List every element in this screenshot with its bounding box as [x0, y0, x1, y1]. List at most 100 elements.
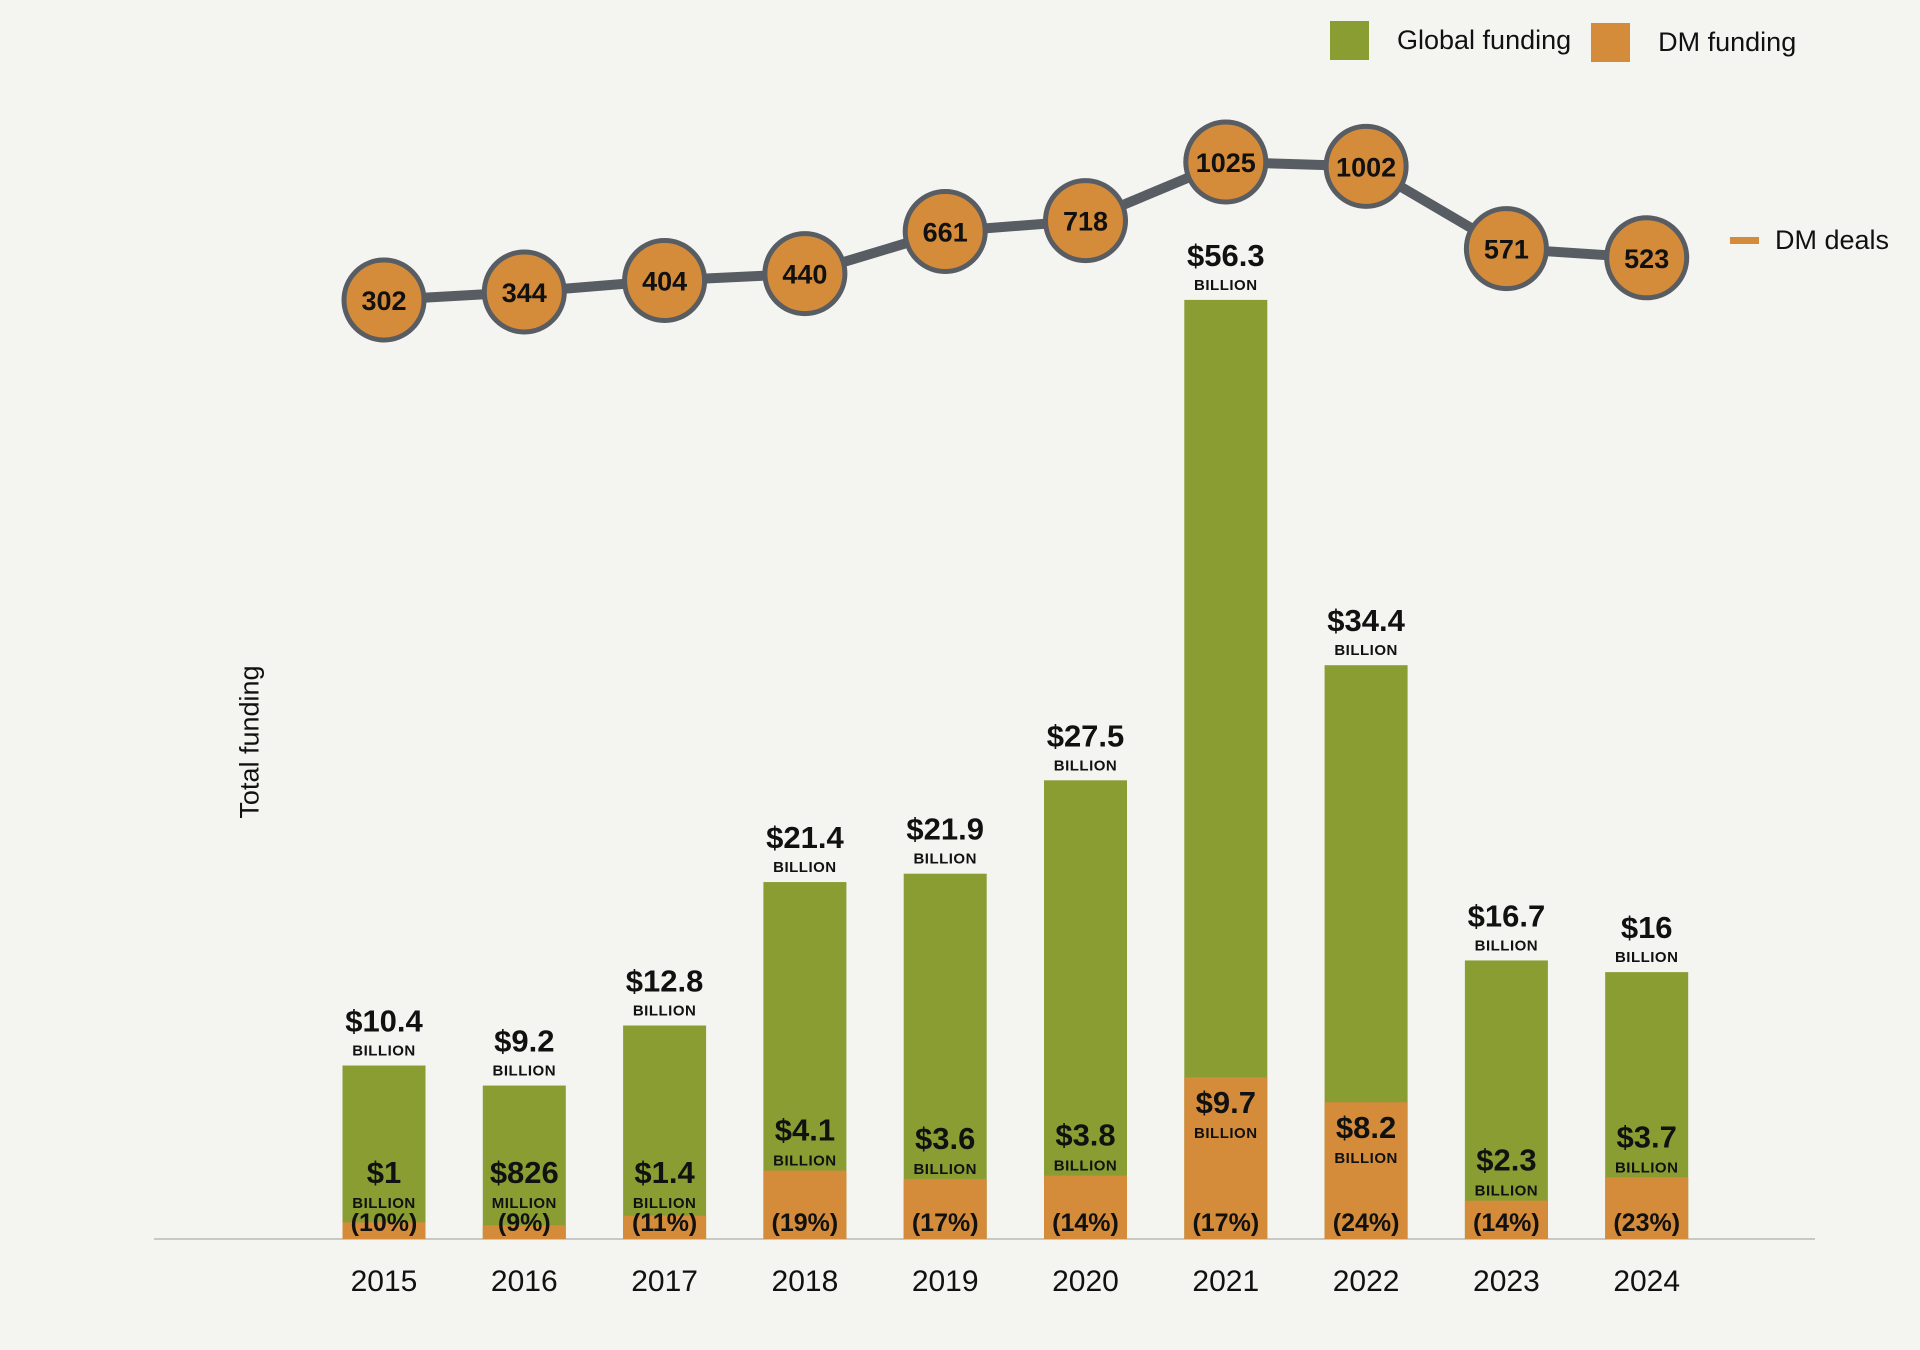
dm-share-label: (17%) [912, 1209, 979, 1237]
bar-dm-2016 [482, 1225, 566, 1239]
global-value-label: $21.9 [906, 812, 984, 847]
x-tick-label: 2024 [1613, 1265, 1680, 1298]
dm-value-label: $4.1 [775, 1113, 835, 1148]
deals-value-label: 344 [502, 278, 547, 308]
dm-share-label: (19%) [772, 1209, 839, 1237]
bar-dm-2024 [1605, 1177, 1689, 1239]
x-tick-label: 2022 [1333, 1265, 1400, 1298]
global-unit-label: BILLION [1194, 277, 1258, 294]
global-value-label: $10.4 [345, 1004, 423, 1039]
deals-value-label: 1025 [1196, 148, 1256, 178]
legend-global-swatch [1330, 20, 1369, 60]
global-value-label: $21.4 [766, 820, 844, 855]
bar-dm-2019 [903, 1178, 987, 1239]
deals-marker-2017 [622, 238, 708, 324]
dm-unit-label: BILLION [1334, 1150, 1398, 1167]
deals-value-label: 440 [782, 260, 827, 290]
dm-value-label: $3.8 [1055, 1118, 1115, 1153]
global-value-label: $56.3 [1187, 238, 1265, 273]
deals-value-label: 1002 [1336, 152, 1396, 182]
global-value-label: $34.4 [1327, 603, 1405, 638]
deals-marker-2016 [481, 249, 567, 335]
deals-marker-2019 [902, 188, 988, 274]
global-unit-label: BILLION [773, 859, 837, 876]
x-tick-label: 2019 [912, 1265, 979, 1298]
dm-value-label: $9.7 [1196, 1085, 1256, 1120]
deals-value-label: 302 [361, 286, 406, 316]
legend-deals-dash [1730, 237, 1759, 244]
legend-global-label: Global funding [1397, 24, 1572, 55]
x-tick-label: 2020 [1052, 1265, 1119, 1298]
bar-global-2017 [623, 1025, 707, 1239]
deals-legend: DM deals [1730, 225, 1889, 256]
dm-share-label: (14%) [1052, 1209, 1119, 1237]
dm-unit-label: BILLION [913, 1161, 977, 1178]
dm-value-label: $826 [490, 1155, 559, 1190]
deals-marker-2023 [1463, 206, 1549, 292]
x-tick-label: 2017 [631, 1265, 698, 1298]
dm-unit-label: BILLION [1615, 1159, 1679, 1176]
global-unit-label: BILLION [493, 1063, 557, 1080]
dm-value-label: $1.4 [634, 1155, 695, 1190]
deals-marker-2021 [1183, 119, 1269, 205]
global-unit-label: BILLION [352, 1043, 416, 1060]
dm-value-label: $2.3 [1476, 1143, 1536, 1178]
dm-unit-label: BILLION [1475, 1183, 1539, 1200]
deals-marker-2020 [1043, 178, 1128, 264]
dm-unit-label: BILLION [773, 1153, 837, 1170]
dm-unit-label: MILLION [492, 1195, 557, 1212]
dm-unit-label: BILLION [1054, 1158, 1118, 1175]
x-tick-label: 2021 [1192, 1265, 1259, 1298]
bar-global-2016 [482, 1085, 566, 1239]
deals-value-label: 523 [1624, 244, 1669, 274]
deals-value-label: 404 [642, 267, 687, 297]
bar-dm-2018 [763, 1170, 847, 1239]
x-tick-label: 2023 [1473, 1265, 1540, 1298]
dm-share-label: (11%) [632, 1209, 697, 1237]
bar-global-2023 [1464, 960, 1548, 1239]
dm-unit-label: BILLION [633, 1195, 697, 1212]
deals-value-label: 661 [923, 217, 968, 247]
legend-deals-label: DM deals [1775, 225, 1890, 255]
global-value-label: $9.2 [494, 1024, 554, 1059]
global-value-label: $16 [1621, 910, 1673, 945]
bar-dm-2017 [623, 1215, 707, 1239]
deals-marker-2022 [1323, 123, 1409, 209]
global-unit-label: BILLION [633, 1002, 697, 1019]
deals-marker-2018 [762, 231, 848, 317]
dm-share-label: (14%) [1473, 1209, 1540, 1237]
global-unit-label: BILLION [1475, 937, 1539, 954]
x-tick-label: 2018 [772, 1265, 839, 1298]
global-value-label: $16.7 [1468, 898, 1546, 933]
dm-share-label: (24%) [1333, 1209, 1400, 1237]
global-value-label: $12.8 [626, 963, 704, 998]
x-tick-label: 2015 [351, 1265, 418, 1298]
dm-share-label: (10%) [351, 1209, 418, 1237]
dm-share-label: (23%) [1613, 1209, 1680, 1237]
deals-value-label: 571 [1484, 235, 1529, 265]
global-unit-label: BILLION [1334, 642, 1398, 659]
dm-unit-label: BILLION [1194, 1125, 1258, 1142]
dm-share-label: (9%) [498, 1209, 551, 1237]
legend-dm-swatch [1591, 23, 1631, 62]
dm-value-label: $3.7 [1617, 1119, 1677, 1154]
dm-share-label: (17%) [1192, 1209, 1259, 1237]
deals-marker-2015 [341, 257, 427, 343]
global-unit-label: BILLION [913, 851, 977, 868]
dm-value-label: $3.6 [915, 1121, 975, 1156]
x-tick-label: 2016 [491, 1265, 558, 1298]
global-unit-label: BILLION [1615, 949, 1679, 966]
dm-value-label: $1 [367, 1155, 401, 1190]
legend: Global funding DM funding [1330, 18, 1816, 62]
bar-global-2019 [903, 873, 987, 1239]
legend-dm-label: DM funding [1658, 27, 1797, 57]
bar-dm-2022 [1324, 1102, 1408, 1239]
global-value-label: $27.5 [1047, 718, 1125, 753]
bar-dm-2023 [1464, 1200, 1548, 1239]
deals-marker-2024 [1604, 215, 1690, 301]
global-unit-label: BILLION [1054, 757, 1118, 774]
bar-dm-2015 [342, 1222, 426, 1239]
bar-dm-2020 [1044, 1175, 1127, 1239]
bar-dm-2021 [1184, 1077, 1268, 1239]
